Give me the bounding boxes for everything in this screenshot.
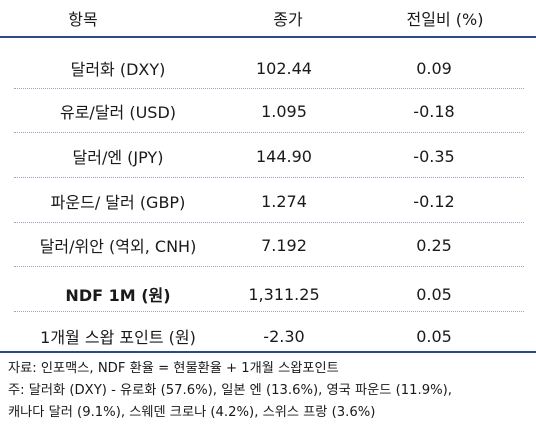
weight-note-line2: 캐나다 달러 (9.1%), 스웨덴 크로나 (4.2%), 스위스 프랑 (3… (8, 405, 376, 420)
row-change: 0.05 (416, 284, 452, 304)
row-divider (14, 88, 524, 89)
row-divider (14, 222, 524, 223)
row-close: 1.274 (261, 191, 307, 211)
table-header: 항목 종가 전일비 (%) (0, 0, 536, 36)
table-row: 1개월 스왑 포인트 (원) -2.30 0.05 (0, 314, 536, 358)
table-row: 유로/달러 (USD) 1.095 -0.18 (0, 89, 536, 133)
header-change: 전일비 (%) (406, 10, 484, 29)
table-row-highlight: NDF 1M (원) 1,311.25 0.05 (0, 272, 536, 316)
footer-rule (0, 351, 536, 353)
table-row: 달러/엔 (JPY) 144.90 -0.35 (0, 134, 536, 178)
row-item: NDF 1M (원) (65, 286, 171, 305)
row-change: 0.09 (416, 58, 452, 78)
row-divider (14, 266, 524, 267)
row-change: 0.05 (416, 326, 452, 346)
row-divider (14, 132, 524, 133)
row-close: 144.90 (256, 146, 312, 166)
row-item: 1개월 스왑 포인트 (원) (40, 328, 196, 347)
table-row: 파운드/ 달러 (GBP) 1.274 -0.12 (0, 179, 536, 223)
row-change: -0.12 (413, 191, 455, 211)
row-item: 유로/달러 (USD) (59, 103, 177, 122)
row-close: -2.30 (263, 326, 305, 346)
row-close: 1.095 (261, 101, 307, 121)
weight-note-line1: 주: 달러화 (DXY) - 유로화 (57.6%), 일본 엔 (13.6%)… (8, 383, 452, 398)
row-change: -0.35 (413, 146, 455, 166)
row-close: 102.44 (256, 58, 312, 78)
row-change: -0.18 (413, 101, 455, 121)
row-item: 파운드/ 달러 (GBP) (50, 193, 186, 212)
row-divider (14, 177, 524, 178)
row-item: 달러/위안 (역외, CNH) (39, 237, 197, 256)
table-row: 달러화 (DXY) 102.44 0.09 (0, 46, 536, 90)
header-item: 항목 (68, 10, 98, 29)
row-close: 1,311.25 (248, 284, 320, 304)
row-item: 달러/엔 (JPY) (72, 148, 164, 167)
row-change: 0.25 (416, 235, 452, 255)
source-note: 자료: 인포맥스, NDF 환율 = 현물환율 + 1개월 스왑포인트 (8, 361, 339, 376)
row-close: 7.192 (261, 235, 307, 255)
table-row: 달러/위안 (역외, CNH) 7.192 0.25 (0, 223, 536, 267)
row-item: 달러화 (DXY) (70, 60, 166, 79)
row-divider (14, 311, 524, 312)
header-rule (0, 36, 536, 38)
table-notes: 자료: 인포맥스, NDF 환율 = 현물환율 + 1개월 스왑포인트 주: 달… (8, 358, 536, 424)
header-close: 종가 (273, 10, 303, 29)
